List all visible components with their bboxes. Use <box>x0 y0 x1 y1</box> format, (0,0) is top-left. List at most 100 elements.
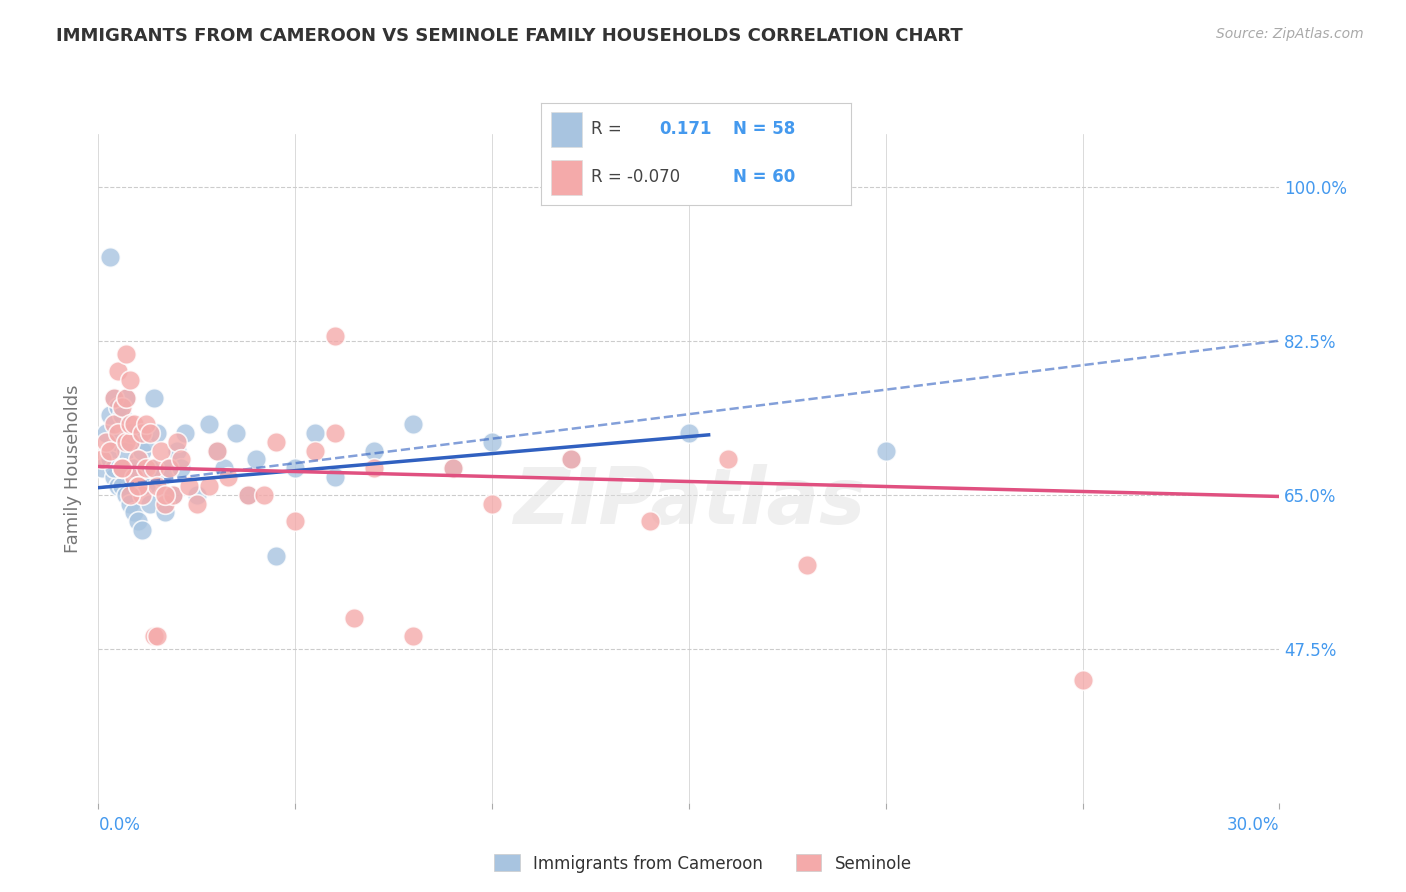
Point <box>363 443 385 458</box>
Point <box>127 479 149 493</box>
Point <box>111 479 134 493</box>
Point <box>115 347 138 361</box>
Point <box>217 470 239 484</box>
Point <box>162 488 184 502</box>
Y-axis label: Family Households: Family Households <box>65 384 83 552</box>
Point <box>103 470 125 484</box>
Point <box>115 488 138 502</box>
Point <box>638 514 661 528</box>
Point <box>98 409 121 423</box>
Point <box>122 505 145 519</box>
Point <box>122 417 145 432</box>
Point <box>107 434 129 449</box>
Point <box>236 488 259 502</box>
Point <box>875 443 897 458</box>
Point <box>98 443 121 458</box>
Point <box>481 496 503 510</box>
Point <box>135 461 157 475</box>
Point <box>796 558 818 573</box>
Point <box>323 426 346 441</box>
Point <box>131 523 153 537</box>
Point <box>186 496 208 510</box>
Point <box>304 426 326 441</box>
Point <box>284 514 307 528</box>
Point <box>115 391 138 405</box>
Point <box>103 461 125 475</box>
Point <box>115 434 138 449</box>
Point <box>98 452 121 467</box>
Point <box>402 417 425 432</box>
Point <box>150 443 173 458</box>
Point <box>135 479 157 493</box>
Point <box>131 426 153 441</box>
Point <box>363 461 385 475</box>
Point <box>170 452 193 467</box>
Text: R = -0.070: R = -0.070 <box>591 169 681 186</box>
Point <box>103 417 125 432</box>
Point <box>205 443 228 458</box>
Point <box>284 461 307 475</box>
Point <box>157 461 180 475</box>
Point <box>560 452 582 467</box>
Point <box>441 461 464 475</box>
Point <box>91 452 114 467</box>
Point <box>98 250 121 264</box>
Point <box>138 426 160 441</box>
Point <box>96 434 118 449</box>
Point <box>162 488 184 502</box>
Point <box>157 461 180 475</box>
Point <box>304 443 326 458</box>
Point <box>1071 673 1094 687</box>
Point <box>323 470 346 484</box>
Point <box>111 461 134 475</box>
Point <box>236 488 259 502</box>
Point <box>118 496 141 510</box>
Point <box>127 426 149 441</box>
Point <box>197 417 219 432</box>
Point <box>115 443 138 458</box>
Point <box>103 391 125 405</box>
FancyBboxPatch shape <box>551 112 582 146</box>
Point <box>717 452 740 467</box>
Point <box>96 426 118 441</box>
Point <box>253 488 276 502</box>
Point <box>127 479 149 493</box>
Text: 0.171: 0.171 <box>659 120 711 138</box>
Point <box>245 452 267 467</box>
Point <box>107 426 129 441</box>
Point <box>122 461 145 475</box>
Point <box>560 452 582 467</box>
Point <box>155 496 177 510</box>
Point <box>323 329 346 343</box>
Text: 0.0%: 0.0% <box>98 816 141 834</box>
Point <box>146 426 169 441</box>
Point <box>118 373 141 387</box>
Point <box>127 479 149 493</box>
Point <box>118 434 141 449</box>
Point <box>111 400 134 414</box>
Point <box>155 505 177 519</box>
Point <box>214 461 236 475</box>
Point <box>142 628 165 642</box>
Text: Source: ZipAtlas.com: Source: ZipAtlas.com <box>1216 27 1364 41</box>
Point <box>264 549 287 564</box>
Point <box>186 488 208 502</box>
Point <box>197 479 219 493</box>
Point <box>111 409 134 423</box>
Point <box>115 391 138 405</box>
Point <box>441 461 464 475</box>
Point <box>127 452 149 467</box>
Point <box>138 461 160 475</box>
Point <box>107 400 129 414</box>
Point <box>155 488 177 502</box>
Point <box>122 470 145 484</box>
Point <box>142 461 165 475</box>
Point <box>131 488 153 502</box>
Text: IMMIGRANTS FROM CAMEROON VS SEMINOLE FAMILY HOUSEHOLDS CORRELATION CHART: IMMIGRANTS FROM CAMEROON VS SEMINOLE FAM… <box>56 27 963 45</box>
Point <box>111 461 134 475</box>
Point <box>177 479 200 493</box>
Point <box>107 479 129 493</box>
Point <box>146 628 169 642</box>
Point <box>264 434 287 449</box>
Point <box>481 434 503 449</box>
